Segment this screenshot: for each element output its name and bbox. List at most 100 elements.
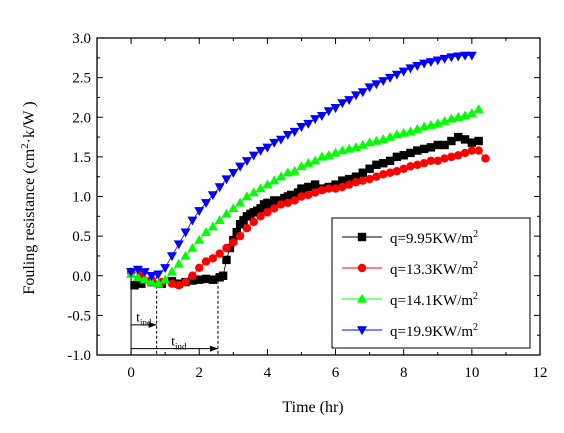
- series-2-point: [365, 174, 374, 184]
- series-2-point: [215, 249, 224, 258]
- series-3-point: [262, 179, 273, 189]
- series-1-point: [188, 276, 197, 285]
- series-2-point: [290, 196, 299, 205]
- x-tick-label: 8: [400, 365, 408, 381]
- series-2-point: [283, 198, 293, 208]
- series-3-point: [330, 147, 341, 157]
- y-tick-label: 0.0: [72, 269, 91, 285]
- series-4-point: [139, 268, 150, 277]
- series-2-point: [454, 151, 463, 160]
- series-3-point: [460, 110, 471, 120]
- series-1-point: [433, 140, 442, 150]
- series-4-point: [303, 119, 314, 129]
- x-tick-label: 10: [464, 365, 479, 381]
- series-3-point: [276, 171, 287, 181]
- series-4-point: [248, 151, 259, 161]
- series-1-point: [379, 159, 388, 168]
- y-axis-label: Fouling resistance (cm2·k/W ): [19, 101, 38, 294]
- tind-label-2: tind: [171, 335, 187, 352]
- series-2-point: [256, 212, 265, 221]
- series-4-point: [187, 216, 198, 226]
- series-2-point: [324, 184, 333, 193]
- series-2-point: [338, 182, 347, 192]
- series-4-point: [371, 80, 382, 90]
- tind-label-1-main: t: [136, 310, 140, 325]
- series-1-point: [137, 279, 146, 288]
- legend-label-sup: 2: [473, 322, 478, 333]
- series-1-point: [406, 148, 415, 158]
- series-1-point: [338, 176, 347, 185]
- series-2-point: [195, 263, 204, 273]
- y-tick-label: 1.5: [72, 150, 91, 166]
- x-axis-label: Time (hr): [282, 399, 343, 416]
- axis-tick-labels: 0 2 4 6 8 10 12 -1.0 -0.5 0.0 0.5 1.0 1.5 2.0 2.5 3.0: [67, 31, 547, 381]
- legend-entry-4: q=19.9KW/m2: [342, 322, 478, 340]
- series-3-point: [166, 266, 177, 276]
- series-2-point: [344, 180, 354, 189]
- series-1-point: [392, 152, 402, 162]
- series-4-point: [310, 115, 321, 125]
- series-4-point: [391, 70, 402, 80]
- series-4-point: [460, 51, 471, 61]
- x-tick-label: 4: [264, 365, 272, 381]
- series-1-point: [222, 255, 231, 265]
- series-4-point: [241, 157, 252, 167]
- legend-label-main: q=14.1KW/m: [390, 293, 473, 309]
- series-1-point: [201, 274, 211, 284]
- series-3-point: [432, 118, 443, 128]
- series-4-point: [126, 268, 137, 277]
- series-2-point: [181, 277, 190, 287]
- x-tick-label: 2: [195, 365, 203, 381]
- series-4-point: [439, 54, 450, 64]
- series-4-point: [466, 51, 477, 61]
- series-4-point: [432, 56, 443, 66]
- series-1-point: [358, 168, 367, 177]
- series-2-point: [379, 170, 388, 179]
- series-4-point: [221, 175, 232, 185]
- series-3-point: [439, 116, 450, 125]
- series-1-point: [310, 180, 320, 189]
- series-3-point: [241, 191, 252, 201]
- series-3-point: [201, 226, 212, 236]
- series-4-point: [235, 162, 246, 172]
- legend-label: q=19.9KW/m2: [390, 322, 478, 340]
- series-4-point: [453, 52, 464, 62]
- series-3-point: [378, 134, 389, 144]
- series-1-point: [467, 138, 477, 147]
- series-3-point: [412, 123, 423, 133]
- series-3-point: [269, 175, 280, 185]
- series-3-point: [153, 278, 164, 288]
- series-2-point: [419, 159, 429, 168]
- tind-label-2-sub: ind: [175, 342, 187, 352]
- legend-label-main: q=9.95KW/m: [390, 231, 473, 247]
- series-2-point: [460, 148, 470, 158]
- series-4-point: [132, 265, 143, 275]
- series-4-point: [282, 130, 293, 140]
- series-4-point: [214, 183, 225, 193]
- series-2-point: [297, 192, 306, 201]
- series-4: [126, 51, 477, 281]
- series-2-point: [426, 156, 436, 166]
- series-3-point: [194, 234, 205, 244]
- series-2-point: [201, 257, 211, 266]
- series-3-point: [303, 158, 314, 167]
- series-4-point: [344, 96, 355, 106]
- series-2-point: [188, 271, 197, 280]
- series-2-point: [474, 146, 483, 155]
- series-3-point: [132, 272, 143, 282]
- y-axis-label-main: Fouling resistance (cm: [21, 148, 38, 294]
- series-4-point: [269, 138, 280, 148]
- series-3-point: [139, 274, 150, 284]
- series-4-point: [180, 228, 191, 238]
- series-4-point: [323, 107, 334, 117]
- legend-marker: [357, 293, 367, 303]
- series-4-point: [153, 270, 164, 280]
- series-2-point: [249, 217, 258, 227]
- series-1-point: [399, 151, 408, 160]
- series-2-point: [392, 166, 402, 176]
- series-3-point: [228, 203, 239, 213]
- series-4-point: [166, 252, 177, 262]
- series-2-point: [358, 176, 367, 185]
- series-1-point: [372, 160, 381, 169]
